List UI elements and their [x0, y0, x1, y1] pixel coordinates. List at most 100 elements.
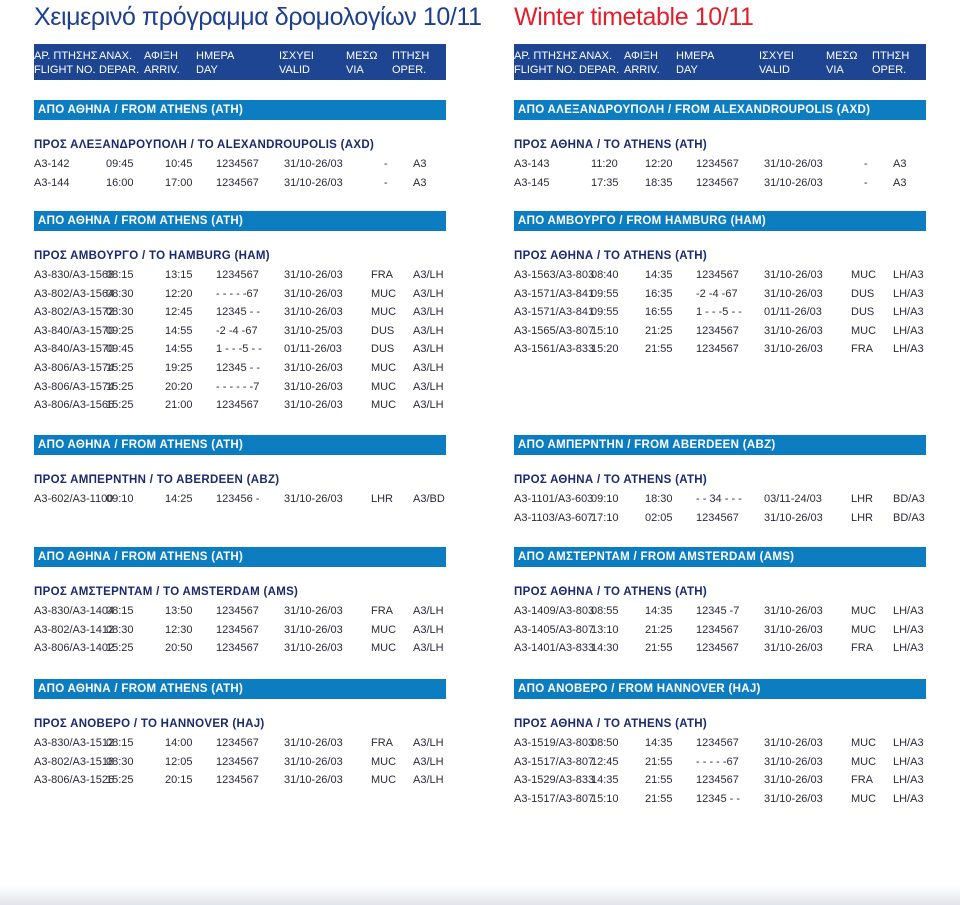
flight-number: A3-830/A3-1568 [34, 269, 115, 281]
header-label-greek: ΑΡ. ΠΤΗΣΗΣ [514, 50, 578, 62]
flight-number: A3-806/A3-1574 [34, 362, 115, 374]
operator: A3/LH [413, 306, 444, 319]
days-of-week: - - - - -67 [696, 755, 739, 768]
flight-number: A3-802/A3-1572 [34, 306, 115, 319]
days-of-week: 1234567 [696, 511, 739, 524]
header-label-english: OPER. [872, 64, 907, 76]
operator: LH/A3 [893, 343, 924, 356]
flight-number: A3-806/A3-1566 [34, 399, 115, 412]
days-of-week: 1234567 [216, 642, 259, 655]
via-airport: MUC [851, 755, 877, 768]
flight-number: A3-802/A3-1564 [34, 287, 115, 300]
days-of-week: -2 -4 -67 [696, 287, 738, 300]
days-of-week: 1234567 [696, 737, 739, 749]
valid-period: 31/10-26/03 [284, 269, 343, 281]
header-label-english: ARRIV. [144, 64, 180, 76]
column-header: ΑΡ. ΠΤΗΣΗΣ ΑΝΑΧ. ΑΦΙΞΗ ΗΜΕΡΑ ΙΣΧΥΕΙ ΜΕΣΩ ΠΤΗΣΗ… [34, 44, 446, 80]
destination-label: ΠΡΟΣ ΑΘΗΝΑ / TO ATHENS (ATH) [514, 139, 708, 151]
header-label-greek: ΙΣΧΥΕΙ [279, 50, 314, 62]
valid-period: 01/11-26/03 [764, 306, 822, 319]
origin-bar: ΑΠΟ ΑΘΗΝΑ / FROM ATHENS (ATH) [34, 211, 446, 231]
flight-row: A3-602/A3-1100 09:10 14:25 123456 - 31/10-26… [34, 492, 446, 510]
departure-time: 09:45 [106, 343, 134, 356]
departure-time: 15:10 [591, 792, 619, 805]
arrival-time: 13:15 [165, 269, 193, 281]
destination-label: ΠΡΟΣ ΑΜΒΟΥΡΓΟ / TO HAMBURG (HAM) [34, 250, 270, 262]
flight-number: A3-1517/A3-807 [514, 755, 595, 768]
via-airport: - [864, 176, 868, 189]
flight-number: A3-802/A3-1412 [34, 623, 115, 636]
header-label-greek: ΙΣΧΥΕΙ [759, 50, 794, 62]
flight-number: A3-1101/A3-603 [514, 493, 594, 505]
departure-time: 08:40 [591, 269, 619, 281]
days-of-week: 1234567 [216, 623, 259, 636]
operator: LH/A3 [893, 269, 924, 281]
days-of-week: 1234567 [696, 774, 739, 787]
operator: A3 [413, 158, 427, 170]
operator: LH/A3 [893, 324, 924, 337]
arrival-time: 21:25 [645, 324, 673, 337]
days-of-week: 1234567 [216, 774, 259, 787]
origin-bar: ΑΠΟ ΑΜΣΤΕΡΝΤΑΜ / FROM AMSTERDAM (AMS) [514, 547, 926, 567]
via-airport: MUC [371, 623, 397, 636]
arrival-time: 14:25 [165, 493, 193, 505]
days-of-week: 1234567 [216, 605, 259, 617]
operator: LH/A3 [893, 755, 924, 768]
departure-time: 15:10 [591, 324, 619, 337]
flight-number: A3-144 [34, 176, 70, 189]
valid-period: 31/10-26/03 [284, 774, 343, 787]
operator: A3/LH [413, 324, 444, 337]
valid-period: 31/10-26/03 [764, 774, 823, 787]
valid-period: 01/11-26/03 [284, 343, 342, 356]
days-of-week: 1234567 [696, 176, 739, 189]
origin-label: ΑΠΟ ΑΝΟΒΕΡΟ / FROM HANNOVER (HAJ) [518, 683, 761, 695]
flight-number: A3-1517/A3-807 [514, 792, 595, 805]
arrival-time: 21:55 [645, 642, 673, 655]
header-label-greek: ΑΝΑΧ. [99, 50, 133, 62]
operator: LH/A3 [893, 792, 924, 805]
flight-row: A3-1101/A3-603 09:10 18:30 - - 34 - - - 03/1… [514, 492, 926, 510]
arrival-time: 20:20 [165, 380, 193, 393]
via-airport: LHR [851, 493, 874, 505]
destination-label: ΠΡΟΣ ΑΜΠΕΡΝΤΗΝ / TO ABERDEEN (ABZ) [34, 474, 280, 486]
flight-number: A3-1401/A3-833 [514, 642, 595, 655]
departure-time: 14:30 [591, 642, 619, 655]
departure-time: 08:30 [106, 287, 134, 300]
flight-row: A3-1519/A3-803 08:50 14:35 1234567 31/10-26/… [514, 736, 926, 754]
header-label-english: VALID [279, 64, 310, 76]
flight-row: A3-1565/A3-807 15:10 21:25 1234567 31/10-26/… [514, 324, 926, 342]
origin-label: ΑΠΟ ΑΘΗΝΑ / FROM ATHENS (ATH) [38, 104, 244, 116]
via-airport: MUC [851, 623, 877, 636]
flight-row: A3-1529/A3-833 14:35 21:55 1234567 31/10-26/… [514, 773, 926, 791]
origin-label: ΑΠΟ ΑΘΗΝΑ / FROM ATHENS (ATH) [38, 439, 244, 451]
flight-row: A3-802/A3-1518 08:30 12:05 1234567 31/10-26/… [34, 755, 446, 773]
flight-row: A3-830/A3-1512 08:15 14:00 1234567 31/10-26/… [34, 736, 446, 754]
days-of-week: 1 - - -5 - - [216, 343, 262, 356]
days-of-week: 123456 - [216, 493, 260, 505]
operator: A3/LH [413, 774, 444, 787]
origin-label: ΑΠΟ ΑΘΗΝΑ / FROM ATHENS (ATH) [38, 215, 244, 227]
header-label-greek: ΜΕΣΩ [346, 50, 378, 62]
flight-number: A3-1103/A3-607 [514, 511, 594, 524]
header-label-greek: ΑΦΙΞΗ [144, 50, 178, 62]
valid-period: 31/10-26/03 [284, 287, 343, 300]
valid-period: 31/10-26/03 [284, 380, 343, 393]
operator: A3/LH [413, 362, 444, 374]
via-airport: MUC [371, 362, 397, 374]
flight-number: A3-1571/A3-841 [514, 306, 595, 319]
departure-time: 08:15 [106, 269, 134, 281]
flight-number: A3-1565/A3-807 [514, 324, 595, 337]
origin-bar: ΑΠΟ ΑΜΠΕΡΝΤΗΝ / FROM ABERDEEN (ABZ) [514, 435, 926, 455]
origin-label: ΑΠΟ ΑΘΗΝΑ / FROM ATHENS (ATH) [38, 551, 244, 563]
valid-period: 31/10-26/03 [764, 269, 823, 281]
arrival-time: 14:35 [645, 269, 673, 281]
valid-period: 31/10-26/03 [764, 176, 823, 189]
arrival-time: 21:00 [165, 399, 193, 412]
departure-time: 11:20 [591, 158, 618, 170]
arrival-time: 12:20 [165, 287, 193, 300]
page-title: Χειμερινό πρόγραμμα δρομολογίων 10/11 [34, 3, 482, 31]
header-label-english: FLIGHT NO. [514, 64, 576, 76]
column-header: ΑΡ. ΠΤΗΣΗΣ ΑΝΑΧ. ΑΦΙΞΗ ΗΜΕΡΑ ΙΣΧΥΕΙ ΜΕΣΩ ΠΤΗΣΗ… [514, 44, 926, 80]
flight-number: A3-145 [514, 176, 550, 189]
operator: A3/LH [413, 755, 444, 768]
